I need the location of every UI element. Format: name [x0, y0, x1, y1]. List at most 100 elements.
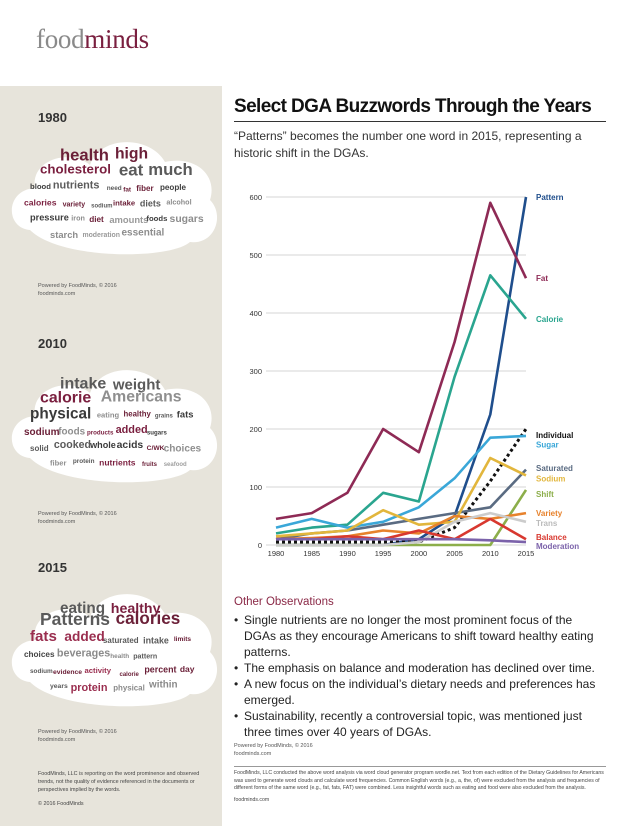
observation-item: • The emphasis on balance and moderation … — [234, 660, 606, 676]
legend-label-saturated: Saturated — [536, 464, 573, 473]
cloud-word: saturated — [103, 636, 139, 645]
cloud-word: activity — [85, 666, 112, 675]
x-tick-label: 1985 — [303, 549, 320, 558]
cloud-word: health — [60, 145, 109, 164]
cloud-word: protein — [73, 458, 95, 465]
series-line-moderation — [276, 537, 527, 544]
cloud-word: choices — [24, 650, 55, 659]
y-tick-label: 100 — [249, 483, 262, 492]
legend-label-variety: Variety — [536, 509, 563, 518]
cloud-word: essential — [122, 228, 165, 239]
series-line-individual — [276, 428, 528, 544]
y-tick-label: 600 — [249, 193, 262, 202]
cloud-word: fats — [177, 409, 194, 420]
y-tick-label: 200 — [249, 425, 262, 434]
cloud-word: nutrients — [53, 179, 100, 191]
series-line-sugar — [275, 434, 527, 529]
cloud-word: variety — [63, 202, 86, 209]
cloud-word: people — [160, 183, 187, 192]
cloud-word: Americans — [101, 389, 182, 406]
cloud-word: eating — [60, 600, 105, 617]
x-tick-label: 2000 — [411, 549, 428, 558]
cloud-word: alcohol — [166, 197, 191, 206]
y-tick-label: 0 — [258, 541, 262, 550]
cloud-word: diets — [140, 199, 161, 209]
footer-url: foodminds.com — [234, 796, 270, 803]
cloud-word: iron — [71, 213, 85, 222]
observation-item: • A new focus on the individual’s dietary… — [234, 676, 606, 708]
cloud-shape — [11, 142, 218, 255]
cloud-word: fat — [123, 187, 132, 194]
series-line-calorie — [275, 274, 528, 535]
cloud-word: within — [148, 679, 178, 690]
cloud-word: choices — [164, 444, 202, 455]
bullet: • — [234, 677, 239, 691]
observation-text: A new focus on the individual’s dietary … — [244, 677, 596, 707]
chart-subtitle: “Patterns” becomes the number one word i… — [234, 129, 582, 160]
legend-label-sugar: Sugar — [536, 441, 559, 450]
x-tick-label: 1990 — [339, 549, 356, 558]
cloud-word: physical — [30, 405, 91, 422]
cloud-word: added — [116, 424, 148, 436]
panel-year-2015: 2015 — [38, 560, 67, 575]
cloud-word: products — [87, 430, 114, 437]
y-tick-label: 400 — [249, 309, 262, 318]
cloud-word: intake — [113, 199, 136, 208]
chart-title: Select DGA Buzzwords Through the Years — [234, 96, 592, 117]
cloud-word: calorie — [40, 390, 91, 407]
legend-label-individual: Individual — [536, 431, 573, 440]
observation-text: Sustainability, recently a controversial… — [244, 709, 582, 739]
word-cloud-1980: health high cholesterol eat much blood nutrien… — [11, 142, 218, 255]
cloud-word: eat — [119, 160, 144, 179]
observation-text: Single nutrients are no longer the most … — [244, 613, 594, 659]
x-tick-label: 2015 — [518, 549, 535, 558]
x-tick-label: 2005 — [446, 549, 463, 558]
panel-credit-1980: Powered by FoodMinds, © 2016 foodminds.co… — [38, 282, 117, 298]
credit-url: foodminds.com — [234, 751, 272, 757]
cloud-word: day — [180, 664, 195, 674]
logo-part2: minds — [84, 24, 149, 54]
credit-line: Powered by FoodMinds, © 2016 — [38, 511, 117, 517]
methodology-text: FoodMinds, LLC conducted the above word … — [234, 770, 604, 792]
cloud-word: intake — [143, 636, 169, 646]
cloud-word: foods — [146, 214, 167, 223]
legend-label-fat: Fat — [536, 274, 548, 283]
cloud-word: nutrients — [99, 457, 136, 467]
cloud-word: seafood — [164, 462, 187, 468]
cloud-word: beverages — [57, 648, 110, 660]
cloud-word: years — [50, 683, 68, 690]
credit-line: Powered by FoodMinds, © 2016 — [234, 743, 313, 749]
cloud-word: need — [107, 185, 122, 192]
buzzword-line-chart: 0 100 200 300 400 500 600 1980 1985 1990 1995 2000 2… — [249, 193, 579, 558]
logo-part1: food — [36, 24, 85, 54]
cloud-word: physical — [113, 683, 145, 692]
cloud-word: eating — [97, 411, 120, 420]
title-divider — [234, 121, 606, 122]
observations-heading: Other Observations — [234, 596, 334, 608]
cloud-word: sodium — [91, 203, 112, 209]
cloud-word: pressure — [30, 212, 69, 222]
cloud-word: grains — [155, 413, 174, 419]
cloud-word: whole — [89, 440, 116, 450]
cloud-word: amounts — [109, 214, 148, 225]
cloud-word: foods — [58, 427, 85, 438]
series-line-saturated — [275, 468, 527, 541]
bullet: • — [234, 613, 239, 627]
cloud-word: calories — [116, 609, 181, 628]
cloud-word: sugars — [170, 214, 204, 225]
credit-line: Powered by FoodMinds, © 2016 — [38, 729, 117, 735]
cloud-word: evidence — [53, 669, 82, 676]
cloud-word: fruits — [142, 462, 158, 468]
panel-year-2010: 2010 — [38, 336, 67, 351]
cloud-word: added — [64, 629, 104, 644]
legend-label-sodium: Sodium — [536, 474, 565, 483]
x-tick-label: 2010 — [482, 549, 499, 558]
cloud-word: cooked — [54, 439, 91, 451]
cloud-word: solid — [30, 444, 49, 453]
panel-year-1980: 1980 — [38, 110, 67, 125]
sidebar-footnote: FoodMinds, LLC is reporting on the word … — [38, 770, 208, 808]
y-tick-label: 500 — [249, 251, 262, 260]
panel-credit-2010: Powered by FoodMinds, © 2016 foodminds.co… — [38, 510, 117, 526]
credit-url: foodminds.com — [38, 519, 76, 525]
